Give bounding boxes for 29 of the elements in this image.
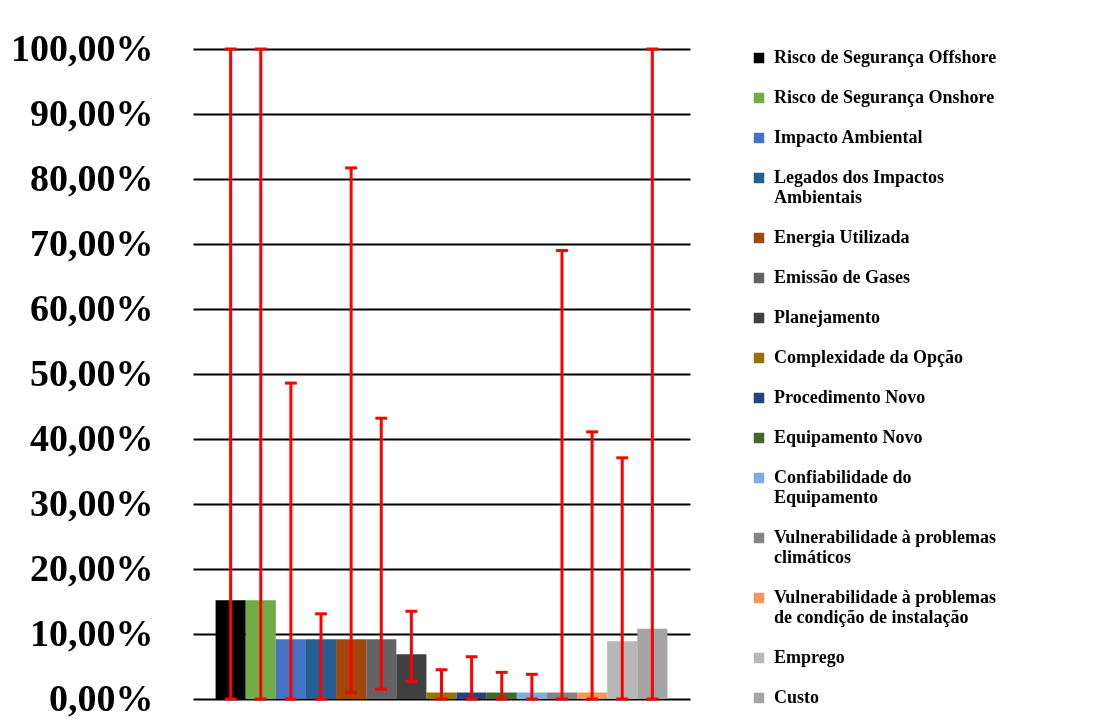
y-tick-label: 30,00%: [30, 481, 154, 524]
legend-label: Confiabilidade do Equipamento: [774, 467, 912, 507]
legend-label: Emprego: [774, 647, 845, 667]
y-tick-label: 0,00%: [49, 676, 154, 719]
bar: [396, 654, 427, 699]
legend-label: Energia Utilizada: [774, 227, 910, 247]
legend-label: Vulnerabilidade à problemas de condição de instalação: [774, 587, 997, 627]
legend-label: Vulnerabilidade à problemas climáticos: [774, 527, 997, 567]
legend-label: Risco de Segurança Onshore: [774, 87, 995, 107]
legend-label: Equipamento Novo: [774, 427, 923, 447]
legend-label: Emissão de Gases: [774, 267, 911, 287]
y-tick-label: 80,00%: [30, 156, 154, 199]
bar: [366, 639, 397, 699]
legend-label: Legados dos Impactos Ambientais: [774, 167, 945, 207]
y-tick-label: 50,00%: [30, 351, 154, 394]
y-tick-label: 40,00%: [30, 416, 154, 459]
legend-label: Planejamento: [774, 307, 880, 327]
y-tick-label: 70,00%: [30, 221, 154, 264]
y-tick-label: 90,00%: [30, 91, 154, 134]
legend-label: Risco de Segurança Offshore: [774, 47, 997, 67]
legend-label: Procedimento Novo: [774, 387, 926, 407]
legend-label: Custo: [774, 687, 820, 707]
y-tick-label: 20,00%: [30, 546, 154, 589]
legend-label: Impacto Ambiental: [774, 127, 923, 147]
y-tick-label: 100,00%: [11, 26, 154, 69]
bar: [245, 600, 276, 699]
y-tick-label: 60,00%: [30, 286, 154, 329]
y-tick-label: 10,00%: [30, 611, 154, 654]
legend-label: Complexidade da Opção: [774, 347, 964, 367]
